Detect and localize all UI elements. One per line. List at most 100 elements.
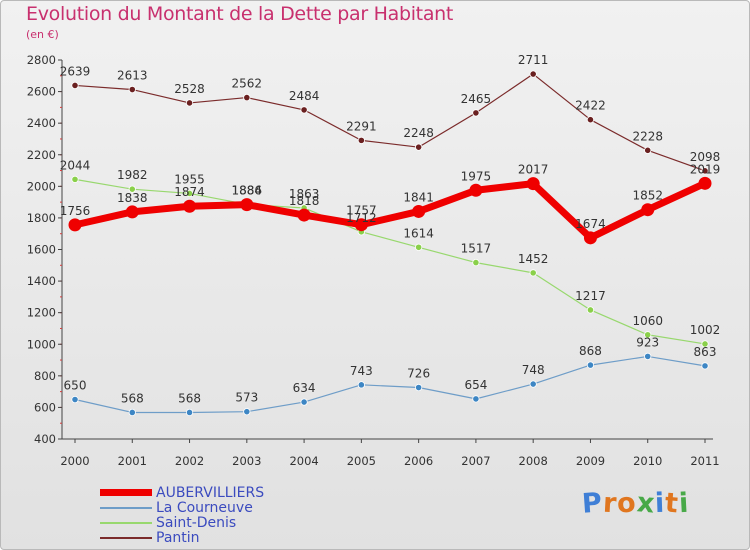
y-tick-label: 1000 bbox=[27, 337, 56, 351]
x-tick-label: 2007 bbox=[461, 454, 490, 468]
data-label: 1452 bbox=[518, 252, 549, 266]
data-point bbox=[529, 269, 537, 277]
data-point bbox=[183, 199, 197, 213]
data-label: 868 bbox=[579, 344, 602, 358]
legend-swatch bbox=[100, 521, 152, 524]
data-label: 2562 bbox=[232, 77, 263, 91]
y-tick-label: 2600 bbox=[27, 85, 56, 99]
data-label: 568 bbox=[121, 391, 144, 405]
logo-letter: i bbox=[678, 487, 691, 520]
legend-item: La Courneuve bbox=[100, 499, 264, 516]
x-tick-label: 2000 bbox=[60, 454, 89, 468]
data-label: 1874 bbox=[174, 185, 205, 199]
data-point bbox=[586, 116, 595, 124]
logo-letter: P bbox=[580, 487, 604, 520]
data-point bbox=[240, 198, 254, 212]
chart-subtitle: (en €) bbox=[26, 28, 59, 41]
y-tick-label: 1200 bbox=[27, 306, 56, 320]
data-label: 2484 bbox=[289, 89, 320, 103]
data-point bbox=[300, 398, 308, 406]
data-label: 1838 bbox=[117, 191, 148, 205]
data-point bbox=[586, 306, 595, 314]
data-point bbox=[698, 176, 712, 190]
data-label: 748 bbox=[522, 363, 545, 377]
data-label: 1884 bbox=[232, 184, 263, 198]
data-label: 2465 bbox=[461, 92, 492, 106]
data-label: 1517 bbox=[461, 242, 492, 256]
data-point bbox=[243, 408, 251, 416]
data-label: 1002 bbox=[690, 323, 721, 337]
series-saint-denis bbox=[71, 175, 709, 348]
data-label: 1757 bbox=[346, 204, 377, 218]
data-label: 1982 bbox=[117, 168, 148, 182]
data-point bbox=[529, 380, 537, 388]
y-tick-label: 1600 bbox=[27, 243, 56, 257]
data-point bbox=[526, 177, 540, 191]
data-label: 1955 bbox=[174, 172, 205, 186]
data-label: 1841 bbox=[403, 190, 434, 204]
data-label: 2639 bbox=[60, 64, 91, 78]
data-label: 2248 bbox=[403, 126, 434, 140]
logo-letter: x bbox=[635, 487, 657, 520]
data-point bbox=[412, 204, 426, 218]
legend-label: La Courneuve bbox=[156, 499, 253, 516]
legend-item: Saint-Denis bbox=[100, 515, 264, 531]
data-label: 1712 bbox=[346, 211, 377, 225]
y-tick-label: 800 bbox=[34, 369, 56, 383]
data-point bbox=[641, 203, 655, 217]
data-label: 1756 bbox=[60, 204, 91, 218]
data-label: 2291 bbox=[346, 119, 377, 133]
data-label: 1217 bbox=[575, 289, 606, 303]
data-point bbox=[357, 381, 365, 389]
data-label: 1863 bbox=[289, 187, 320, 201]
data-point bbox=[472, 395, 480, 403]
data-point bbox=[297, 208, 311, 222]
x-tick-label: 2003 bbox=[232, 454, 261, 468]
data-point bbox=[583, 231, 597, 245]
x-tick-label: 2005 bbox=[347, 454, 376, 468]
y-tick-label: 2200 bbox=[27, 148, 56, 162]
y-tick-label: 400 bbox=[34, 432, 56, 446]
series-line bbox=[74, 180, 707, 242]
y-tick-label: 2400 bbox=[27, 116, 56, 130]
data-label: 634 bbox=[293, 381, 316, 395]
data-point bbox=[415, 383, 423, 392]
series-pantin bbox=[71, 70, 709, 175]
data-label: 726 bbox=[407, 367, 430, 381]
series-line bbox=[74, 73, 706, 172]
data-point bbox=[586, 361, 595, 369]
data-point bbox=[71, 395, 79, 404]
y-tick-label: 1800 bbox=[27, 211, 56, 225]
x-tick-label: 2001 bbox=[118, 454, 147, 468]
data-point bbox=[415, 243, 423, 251]
x-tick-label: 2010 bbox=[633, 454, 662, 468]
data-point bbox=[185, 189, 194, 198]
data-point bbox=[644, 331, 652, 339]
data-label: 863 bbox=[694, 345, 717, 359]
chart-title: Evolution du Montant de la Dette par Hab… bbox=[26, 3, 454, 25]
data-point bbox=[185, 408, 194, 417]
data-point bbox=[415, 143, 423, 151]
x-tick-label: 2011 bbox=[690, 454, 719, 468]
legend-swatch bbox=[100, 506, 152, 509]
data-label: 2019 bbox=[690, 162, 721, 176]
proxiti-logo: Proxiti bbox=[580, 487, 691, 520]
data-point bbox=[68, 218, 82, 232]
x-tick-label: 2002 bbox=[175, 454, 204, 468]
data-point bbox=[701, 167, 709, 175]
data-point bbox=[472, 259, 480, 267]
legend-swatch bbox=[100, 536, 152, 539]
legend-item: AUBERVILLIERS bbox=[100, 484, 265, 501]
data-label: 1674 bbox=[575, 217, 606, 231]
y-tick-label: 600 bbox=[34, 400, 56, 414]
legend-label: AUBERVILLIERS bbox=[156, 484, 265, 501]
x-tick-label: 2009 bbox=[576, 454, 605, 468]
data-label: 1975 bbox=[461, 169, 492, 183]
series-la-courneuve bbox=[71, 352, 709, 417]
data-label: 2528 bbox=[174, 82, 205, 96]
data-label: 654 bbox=[464, 378, 487, 392]
data-label: 2228 bbox=[632, 129, 663, 143]
data-point bbox=[300, 106, 308, 114]
